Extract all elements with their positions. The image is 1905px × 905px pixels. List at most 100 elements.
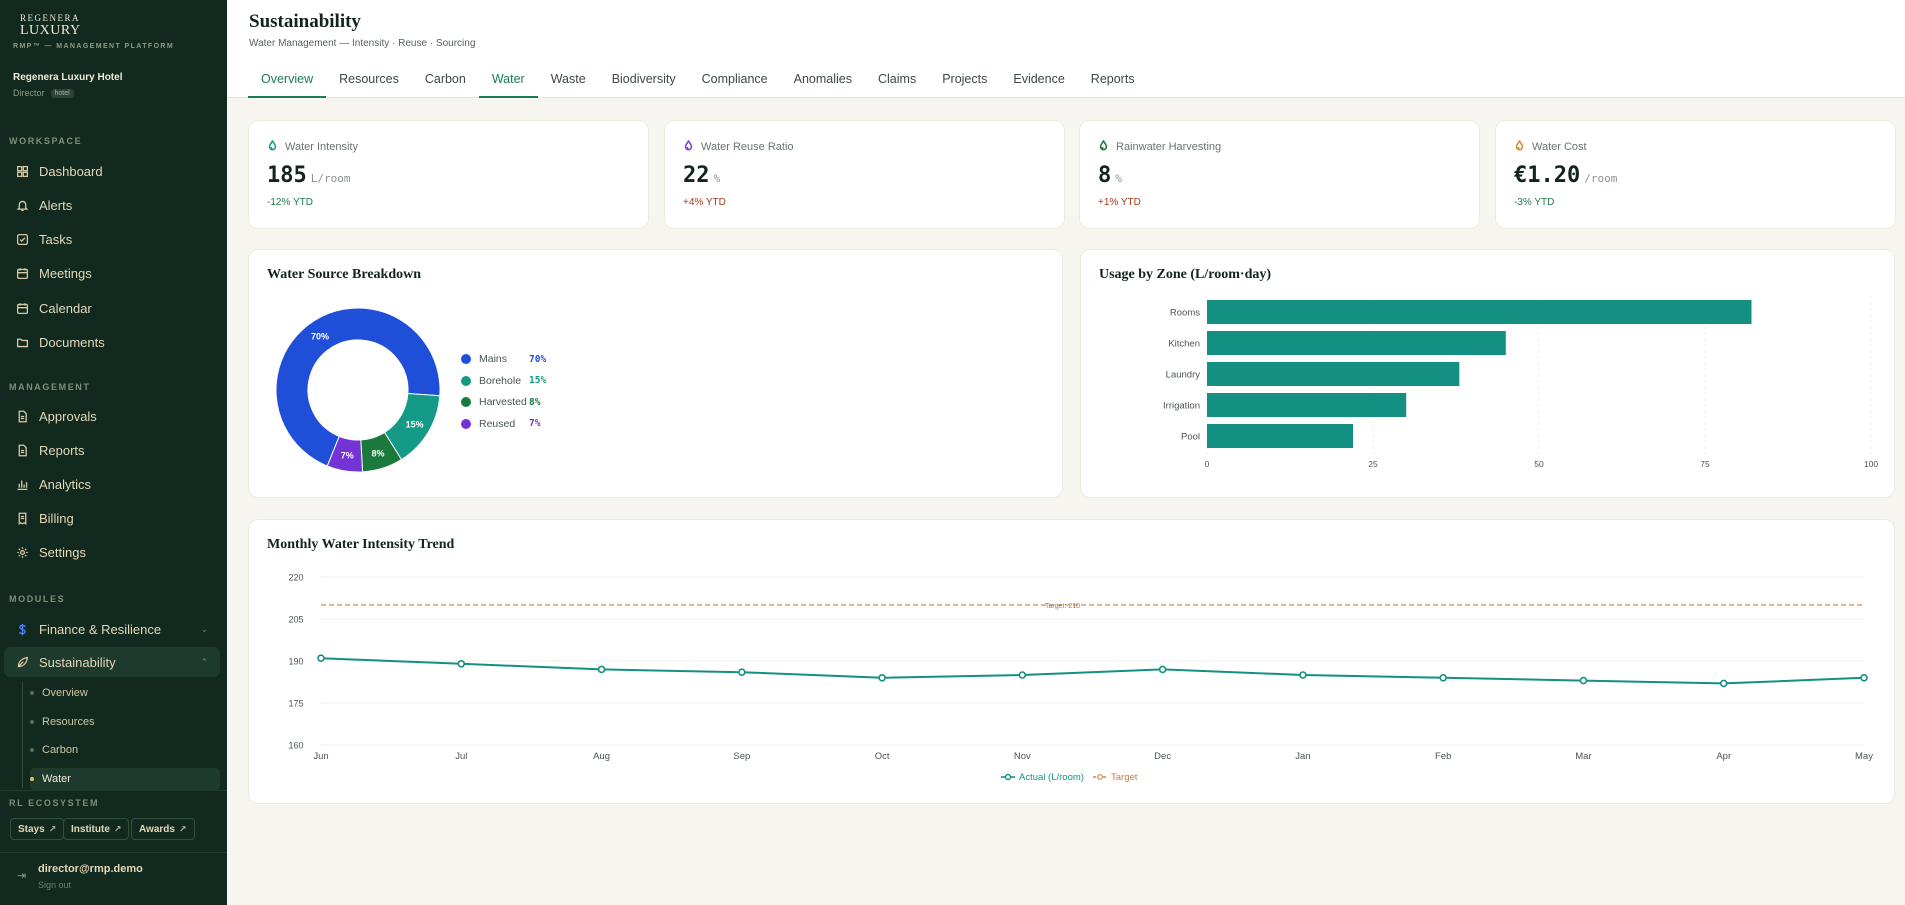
data-point[interactable] — [1719, 679, 1728, 688]
legend-value: 70% — [529, 353, 547, 365]
document-icon — [15, 443, 29, 457]
sidebar-item-settings[interactable]: Settings — [4, 538, 220, 568]
tab-waste[interactable]: Waste — [550, 72, 586, 86]
sidebar-item-finance-resilience[interactable]: Finance & Resilience ⌄ — [4, 614, 220, 644]
kpi-delta: -3% YTD — [1514, 197, 1555, 208]
tab-anomalies[interactable]: Anomalies — [793, 72, 852, 86]
bar-laundry[interactable] — [1207, 362, 1460, 386]
donut-slice-label: 15% — [406, 419, 424, 429]
data-point[interactable] — [457, 660, 466, 668]
bullet-icon — [30, 777, 34, 782]
sidebar-item-calendar[interactable]: Calendar — [4, 293, 220, 323]
data-point[interactable] — [1860, 674, 1868, 682]
kpi-value: 22% — [683, 163, 720, 188]
tab-compliance[interactable]: Compliance — [701, 72, 768, 86]
sidebar-item-alerts[interactable]: Alerts — [4, 190, 220, 220]
ecosystem-institute-button[interactable]: Institute ↗ — [63, 818, 130, 840]
tab-biodiversity[interactable]: Biodiversity — [611, 72, 676, 86]
data-point[interactable] — [738, 668, 746, 676]
external-link-icon: ↗ — [113, 823, 122, 834]
sidebar-item-billing[interactable]: Billing — [4, 504, 220, 534]
data-point[interactable] — [1579, 676, 1588, 685]
y-tick-label: 205 — [288, 615, 303, 625]
submenu-item-label: Water — [42, 773, 71, 786]
legend-swatch — [461, 354, 471, 364]
kpi-label: Water Reuse Ratio — [683, 139, 794, 154]
donut-slice-reused[interactable] — [326, 435, 364, 473]
submenu-item-overview[interactable]: Overview — [30, 682, 220, 704]
ecosystem-stays-button[interactable]: Stays ↗ — [10, 818, 65, 840]
y-tick-label: 190 — [288, 657, 303, 667]
sidebar-item-analytics[interactable]: Analytics — [4, 469, 220, 499]
tab-water[interactable]: Water — [478, 67, 538, 98]
external-link-icon: ↗ — [48, 823, 57, 834]
bar-kitchen[interactable] — [1207, 331, 1506, 355]
submenu-item-label: Carbon — [42, 744, 79, 757]
sidebar-item-sustainability[interactable]: Sustainability ⌃ — [4, 647, 220, 677]
ecosystem-awards-button[interactable]: Awards ↗ — [131, 818, 195, 840]
kpi-value: 185 L/room — [267, 163, 351, 188]
tab-projects[interactable]: Projects — [942, 72, 988, 86]
tab-overview[interactable]: Overview — [248, 67, 327, 98]
data-point[interactable] — [1158, 665, 1167, 674]
data-point[interactable] — [317, 654, 325, 662]
sidebar-item-documents[interactable]: Documents — [4, 328, 220, 358]
tab-evidence[interactable]: Evidence — [1013, 72, 1065, 86]
kpi-delta: +4% YTD — [683, 197, 726, 208]
submenu-item-resources[interactable]: Resources — [30, 711, 220, 733]
kpi-label-text: Water Reuse Ratio — [701, 141, 794, 153]
data-point[interactable] — [597, 665, 606, 674]
legend-marker-actual — [1004, 773, 1012, 781]
droplet-icon — [1514, 139, 1525, 154]
donut-slice-mains[interactable] — [275, 307, 441, 467]
sidebar-item-approvals[interactable]: Approvals — [4, 401, 220, 431]
sidebar-item-label: Calendar — [39, 300, 92, 316]
sidebar-item-label: Billing — [39, 511, 74, 527]
donut-slice-label: 7% — [341, 451, 354, 461]
usage-by-zone-title: Usage by Zone (L/room·day) — [1099, 267, 1272, 282]
legend-item-mains: Mains 70% — [461, 351, 546, 367]
x-tick-label: Sep — [733, 751, 750, 762]
tab-claims[interactable]: Claims — [878, 72, 917, 86]
sidebar-item-label: Finance & Resilience — [39, 621, 162, 637]
legend-item-reused: Reused 7% — [461, 416, 540, 432]
kpi-value: 8% — [1098, 163, 1122, 188]
sidebar-item-label: Alerts — [39, 197, 73, 213]
sidebar-item-label: Reports — [39, 442, 85, 458]
tab-carbon[interactable]: Carbon — [424, 72, 466, 86]
bar-irrigation[interactable] — [1207, 393, 1407, 417]
sign-out-link[interactable]: Sign out — [38, 880, 72, 890]
x-tick-label: Jul — [455, 751, 467, 762]
tab-reports[interactable]: Reports — [1090, 72, 1135, 86]
data-point[interactable] — [878, 674, 886, 682]
tab-resources[interactable]: Resources — [339, 72, 399, 86]
legend-label: Mains — [479, 353, 508, 365]
submenu-item-water[interactable]: Water — [30, 768, 220, 791]
y-category-label: Pool — [1181, 432, 1200, 443]
org-role: Director hotel — [13, 88, 74, 98]
data-point[interactable] — [1439, 674, 1447, 682]
sidebar-item-dashboard[interactable]: Dashboard — [4, 156, 220, 186]
logout-icon[interactable]: ⇥ — [17, 870, 27, 882]
bar-chart-icon — [15, 477, 29, 491]
kpi-number: 22 — [683, 163, 710, 188]
sidebar-item-meetings[interactable]: Meetings — [4, 259, 220, 289]
brand-logo[interactable]: REGENERA LUXURY — [20, 14, 81, 38]
ecosystem-panel: RL ECOSYSTEM Stays ↗ Institute ↗ Awards ↗ — [0, 790, 227, 850]
role-label: Director — [13, 88, 45, 98]
submenu-rail — [22, 682, 23, 788]
bar-pool[interactable] — [1207, 424, 1354, 448]
legend-value: 15% — [529, 375, 547, 386]
calendar-icon — [15, 267, 29, 281]
sidebar-item-tasks[interactable]: Tasks — [4, 225, 220, 255]
data-point[interactable] — [1018, 671, 1027, 679]
sidebar-item-reports[interactable]: Reports — [4, 435, 220, 465]
kpi-label-text: Rainwater Harvesting — [1116, 141, 1222, 153]
submenu-item-carbon[interactable]: Carbon — [30, 739, 220, 761]
x-tick-label: 100 — [1864, 459, 1878, 469]
monthly-trend-title: Monthly Water Intensity Trend — [267, 537, 455, 552]
page-title: Sustainability — [249, 11, 361, 32]
bar-rooms[interactable] — [1207, 300, 1752, 324]
data-point[interactable] — [1299, 671, 1307, 679]
bullet-icon — [30, 691, 34, 695]
